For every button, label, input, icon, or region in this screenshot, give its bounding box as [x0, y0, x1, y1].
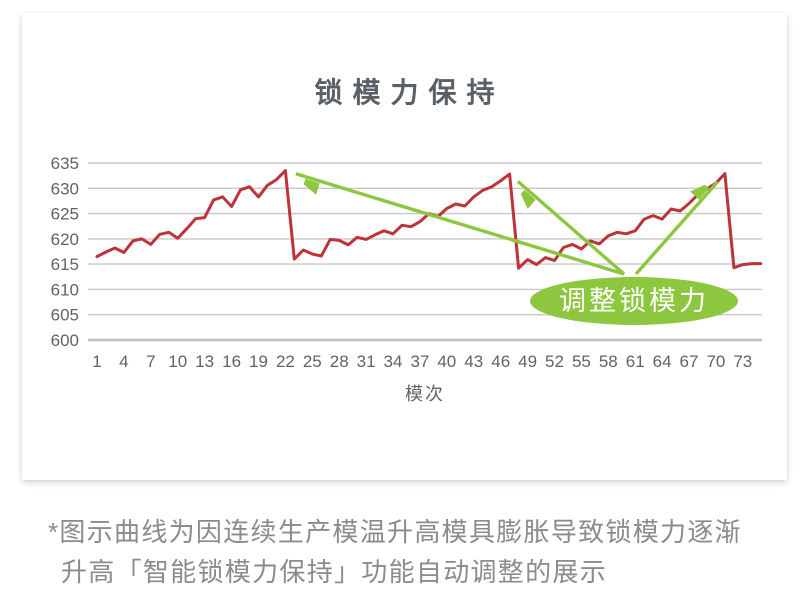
annotation-arrow	[295, 172, 625, 276]
x-tick-label: 46	[491, 352, 510, 371]
x-tick-label: 28	[330, 352, 349, 371]
y-tick-label: 605	[51, 306, 79, 325]
x-tick-label: 13	[195, 352, 214, 371]
gridlines: 600 605 610 615 620 625 630 635 1 4 7 10 13 16 19 22 25 2…	[51, 154, 762, 371]
chart-card: 锁模力保持 600 605 610 615 620 625 630 635 1 4 7 10 13 16 1…	[22, 13, 787, 480]
x-tick-label: 16	[222, 352, 241, 371]
series-lines	[95, 169, 763, 270]
x-tick-label: 73	[733, 352, 752, 371]
clamping-force-line-chart: 600 605 610 615 620 625 630 635 1 4 7 10 13 16 19 22 25 2…	[51, 154, 763, 404]
caption-line-1: *图示曲线为因连续生产模温升高模具膨胀导致锁模力逐渐	[48, 517, 742, 547]
x-tick-label: 52	[545, 352, 564, 371]
annotation-arrows	[295, 172, 719, 276]
x-tick-label: 61	[626, 352, 645, 371]
y-tick-label: 635	[51, 154, 79, 173]
x-axis-title: 模次	[405, 384, 445, 404]
x-tick-label: 34	[384, 352, 403, 371]
y-tick-label: 620	[51, 230, 79, 249]
x-tick-label: 31	[357, 352, 376, 371]
x-tick-label: 43	[464, 352, 483, 371]
y-tick-label: 610	[51, 280, 79, 299]
x-tick-label: 7	[146, 352, 155, 371]
y-tick-label: 600	[51, 331, 79, 350]
data-line	[95, 169, 763, 270]
chart-caption: *图示曲线为因连续生产模温升高模具膨胀导致锁模力逐渐 升高「智能锁模力保持」功能…	[48, 512, 778, 592]
x-tick-label: 10	[168, 352, 187, 371]
x-tick-label: 4	[119, 352, 128, 371]
annotation-arrow	[634, 182, 719, 276]
y-tick-label: 625	[51, 205, 79, 224]
caption-line-2: 升高「智能锁模力保持」功能自动调整的展示	[61, 557, 608, 587]
annotation-label: 调整锁模力	[559, 286, 709, 316]
x-tick-label: 40	[437, 352, 456, 371]
chart-title: 锁模力保持	[314, 77, 505, 108]
annotation-ellipse	[530, 277, 738, 325]
annotation-arrow	[518, 180, 626, 276]
x-tick-label: 64	[653, 352, 672, 371]
y-tick-label: 615	[51, 255, 79, 274]
x-tick-label: 37	[410, 352, 429, 371]
x-tick-label: 49	[518, 352, 537, 371]
x-tick-label: 58	[599, 352, 618, 371]
x-tick-label: 25	[303, 352, 322, 371]
x-tick-label: 19	[249, 352, 268, 371]
annotation-callout: 调整锁模力	[530, 277, 738, 325]
y-tick-label: 630	[51, 179, 79, 198]
x-tick-label: 1	[92, 352, 101, 371]
x-tick-label: 67	[680, 352, 699, 371]
x-tick-label: 70	[706, 352, 725, 371]
x-tick-label: 55	[572, 352, 591, 371]
x-tick-label: 22	[276, 352, 295, 371]
